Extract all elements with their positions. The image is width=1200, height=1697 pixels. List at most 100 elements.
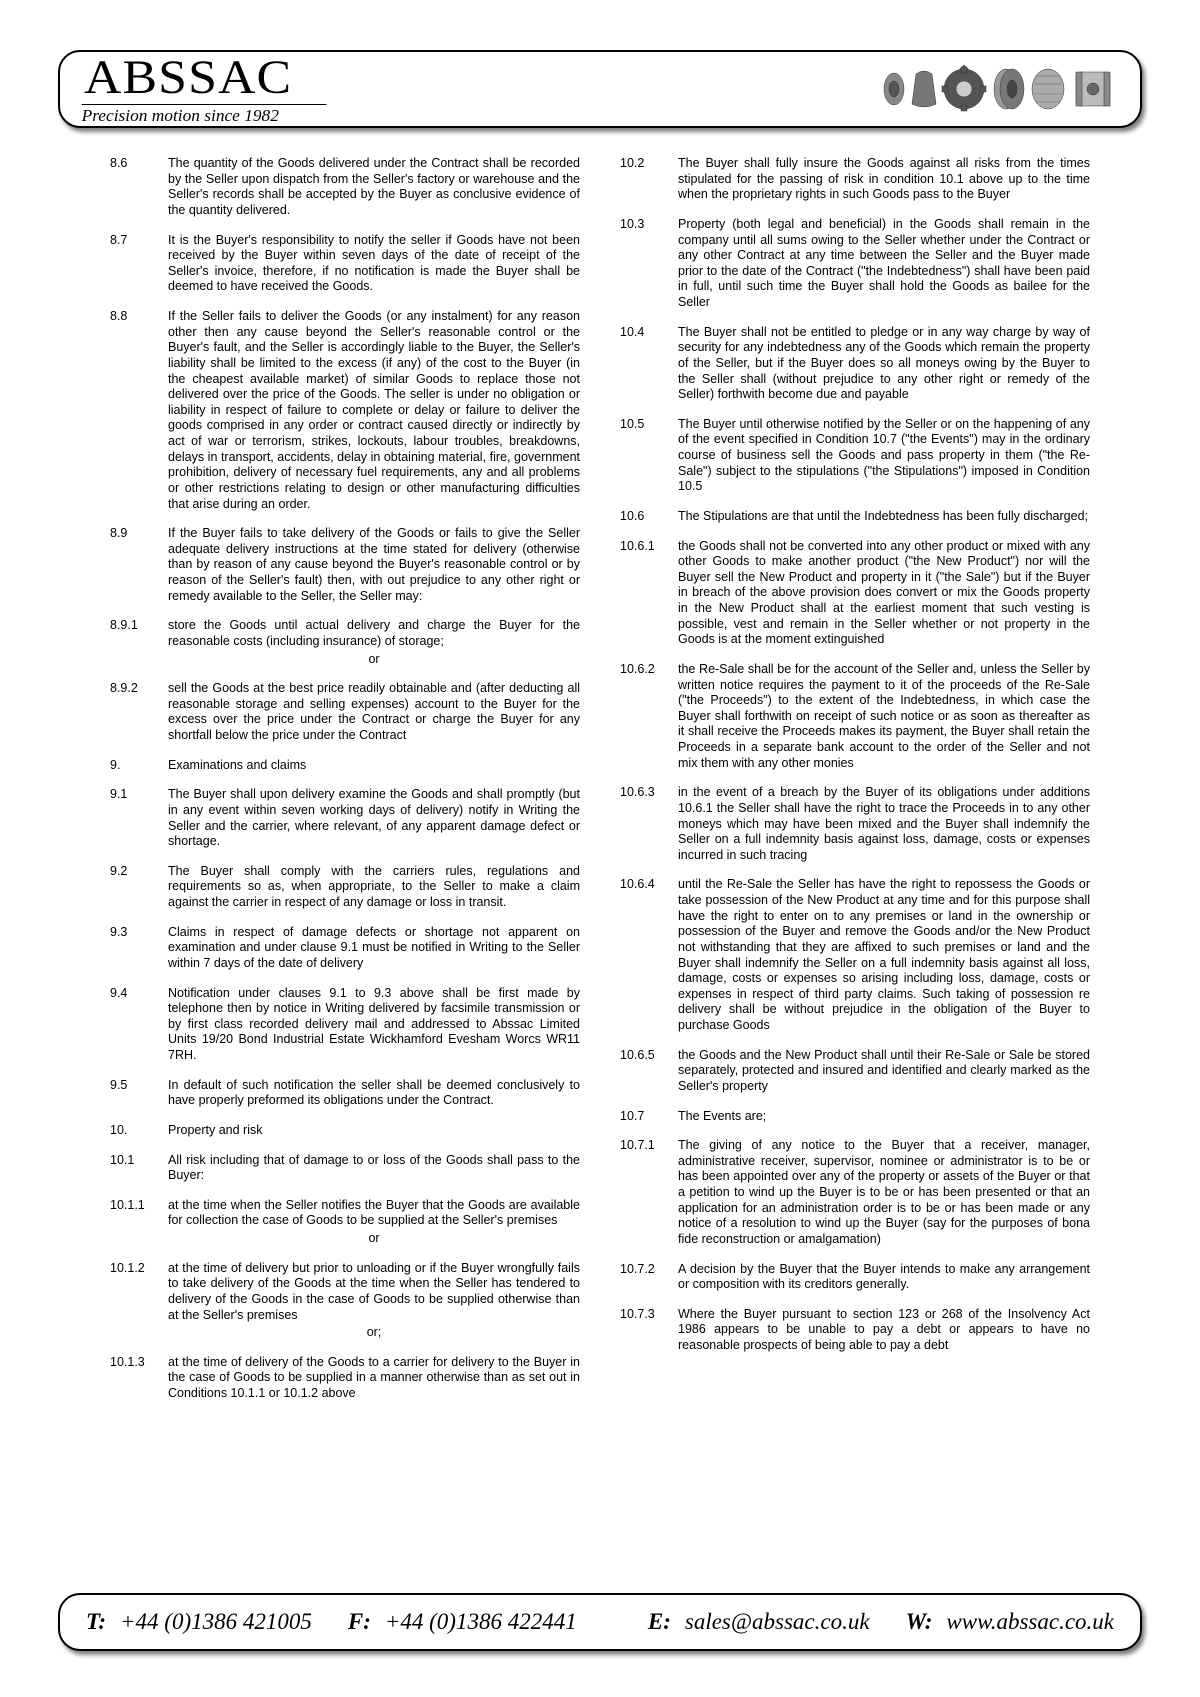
clause: 10.6.4until the Re-Sale the Seller has h… xyxy=(620,877,1090,1033)
clause-number: 10.7.2 xyxy=(620,1262,678,1293)
clause: 10.2The Buyer shall fully insure the Goo… xyxy=(620,156,1090,203)
clause: 10.4The Buyer shall not be entitled to p… xyxy=(620,325,1090,403)
clause: 10.1.3at the time of delivery of the Goo… xyxy=(110,1355,580,1402)
clause: 8.9.2sell the Goods at the best price re… xyxy=(110,681,580,744)
clause: 10.1.2at the time of delivery but prior … xyxy=(110,1261,580,1341)
clause-text: The Stipulations are that until the Inde… xyxy=(678,509,1090,525)
clause-number: 8.6 xyxy=(110,156,168,219)
clause-text: sell the Goods at the best price readily… xyxy=(168,681,580,744)
clause-number: 8.9.1 xyxy=(110,618,168,667)
clause: 8.6The quantity of the Goods delivered u… xyxy=(110,156,580,219)
clause-number: 10.6.4 xyxy=(620,877,678,1033)
clause-text: at the time of delivery but prior to unl… xyxy=(168,1261,580,1341)
clause: 10.7.3Where the Buyer pursuant to sectio… xyxy=(620,1307,1090,1354)
clause-text: The giving of any notice to the Buyer th… xyxy=(678,1138,1090,1247)
clause: 8.8If the Seller fails to deliver the Go… xyxy=(110,309,580,512)
clause-number: 10.1.2 xyxy=(110,1261,168,1341)
clause-text: Claims in respect of damage defects or s… xyxy=(168,925,580,972)
clause-or: or; xyxy=(168,1325,580,1341)
clause-text: A decision by the Buyer that the Buyer i… xyxy=(678,1262,1090,1293)
clause: 9.2The Buyer shall comply with the carri… xyxy=(110,864,580,911)
clause-number: 9.2 xyxy=(110,864,168,911)
clause-number: 8.9.2 xyxy=(110,681,168,744)
clause: 9.5In default of such notification the s… xyxy=(110,1078,580,1109)
mechanical-parts-icon xyxy=(876,64,1116,114)
clause-number: 10. xyxy=(110,1123,168,1139)
clause: 8.7It is the Buyer's responsibility to n… xyxy=(110,233,580,296)
clause: 10.6.3in the event of a breach by the Bu… xyxy=(620,785,1090,863)
clause: 10.6.5the Goods and the New Product shal… xyxy=(620,1048,1090,1095)
clause-text: the Goods and the New Product shall unti… xyxy=(678,1048,1090,1095)
clause: 9.Examinations and claims xyxy=(110,758,580,774)
clause-text: The Buyer shall fully insure the Goods a… xyxy=(678,156,1090,203)
clause-number: 10.1.3 xyxy=(110,1355,168,1402)
header-product-icons xyxy=(876,61,1116,117)
clause: 9.1The Buyer shall upon delivery examine… xyxy=(110,787,580,850)
clause-text: All risk including that of damage to or … xyxy=(168,1153,580,1184)
clause-number: 10.7 xyxy=(620,1109,678,1125)
clause-number: 9. xyxy=(110,758,168,774)
web-value: www.abssac.co.uk xyxy=(946,1609,1114,1635)
clause-text: at the time of delivery of the Goods to … xyxy=(168,1355,580,1402)
clause-number: 9.4 xyxy=(110,986,168,1064)
footer-left: T: +44 (0)1386 421005 F: +44 (0)1386 422… xyxy=(86,1609,577,1635)
fax-value: +44 (0)1386 422441 xyxy=(385,1609,577,1635)
column-left: 8.6The quantity of the Goods delivered u… xyxy=(110,156,580,1416)
clause: 10.3Property (both legal and beneficial)… xyxy=(620,217,1090,311)
clause-text: Where the Buyer pursuant to section 123 … xyxy=(678,1307,1090,1354)
clause-number: 10.3 xyxy=(620,217,678,311)
clause-text: the Re-Sale shall be for the account of … xyxy=(678,662,1090,771)
clause-number: 10.4 xyxy=(620,325,678,403)
clause: 10.6.1the Goods shall not be converted i… xyxy=(620,539,1090,648)
clause: 10.5The Buyer until otherwise notified b… xyxy=(620,417,1090,495)
clause: 10.6.2the Re-Sale shall be for the accou… xyxy=(620,662,1090,771)
clause-text: Notification under clauses 9.1 to 9.3 ab… xyxy=(168,986,580,1064)
clause: 10.1.1at the time when the Seller notifi… xyxy=(110,1198,580,1247)
clause-number: 10.6 xyxy=(620,509,678,525)
clause-number: 10.6.3 xyxy=(620,785,678,863)
clause: 10.7.1The giving of any notice to the Bu… xyxy=(620,1138,1090,1247)
tel-label: T: xyxy=(86,1609,106,1635)
clause-or: or xyxy=(168,1231,580,1247)
web-label: W: xyxy=(906,1609,933,1635)
clause: 9.4Notification under clauses 9.1 to 9.3… xyxy=(110,986,580,1064)
clause-number: 9.1 xyxy=(110,787,168,850)
fax-label: F: xyxy=(348,1609,371,1635)
brand-tagline: Precision motion since 1982 xyxy=(82,104,327,124)
clause-number: 10.6.5 xyxy=(620,1048,678,1095)
clause: 8.9.1store the Goods until actual delive… xyxy=(110,618,580,667)
email-value: sales@abssac.co.uk xyxy=(685,1609,870,1635)
clause-number: 10.6.2 xyxy=(620,662,678,771)
clause-text: Property and risk xyxy=(168,1123,580,1139)
clause-number: 8.9 xyxy=(110,526,168,604)
document-body: 8.6The quantity of the Goods delivered u… xyxy=(110,156,1090,1416)
clause-number: 10.6.1 xyxy=(620,539,678,648)
clause-number: 10.1.1 xyxy=(110,1198,168,1247)
footer-right: E: sales@abssac.co.uk W: www.abssac.co.u… xyxy=(648,1609,1114,1635)
clause-number: 10.1 xyxy=(110,1153,168,1184)
clause-text: at the time when the Seller notifies the… xyxy=(168,1198,580,1247)
clause-number: 8.7 xyxy=(110,233,168,296)
clause-text: If the Seller fails to deliver the Goods… xyxy=(168,309,580,512)
clause-text: Examinations and claims xyxy=(168,758,580,774)
clause-number: 10.2 xyxy=(620,156,678,203)
clause-text: The Buyer shall not be entitled to pledg… xyxy=(678,325,1090,403)
clause-text: The Buyer shall comply with the carriers… xyxy=(168,864,580,911)
brand-block: ABSSAC Precision motion since 1982 xyxy=(84,54,324,124)
footer-frame: T: +44 (0)1386 421005 F: +44 (0)1386 422… xyxy=(58,1593,1142,1651)
clause-text: If the Buyer fails to take delivery of t… xyxy=(168,526,580,604)
clause-text: Property (both legal and beneficial) in … xyxy=(678,217,1090,311)
clause-text: in the event of a breach by the Buyer of… xyxy=(678,785,1090,863)
clause-or: or xyxy=(168,652,580,668)
clause: 10.6The Stipulations are that until the … xyxy=(620,509,1090,525)
clause-text: The quantity of the Goods delivered unde… xyxy=(168,156,580,219)
clause: 8.9If the Buyer fails to take delivery o… xyxy=(110,526,580,604)
clause-number: 10.7.1 xyxy=(620,1138,678,1247)
clause-number: 10.7.3 xyxy=(620,1307,678,1354)
clause-number: 8.8 xyxy=(110,309,168,512)
clause-text: The Events are; xyxy=(678,1109,1090,1125)
clause-text: The Buyer until otherwise notified by th… xyxy=(678,417,1090,495)
clause-number: 10.5 xyxy=(620,417,678,495)
clause-text: store the Goods until actual delivery an… xyxy=(168,618,580,667)
header-frame: ABSSAC Precision motion since 1982 xyxy=(58,50,1142,128)
